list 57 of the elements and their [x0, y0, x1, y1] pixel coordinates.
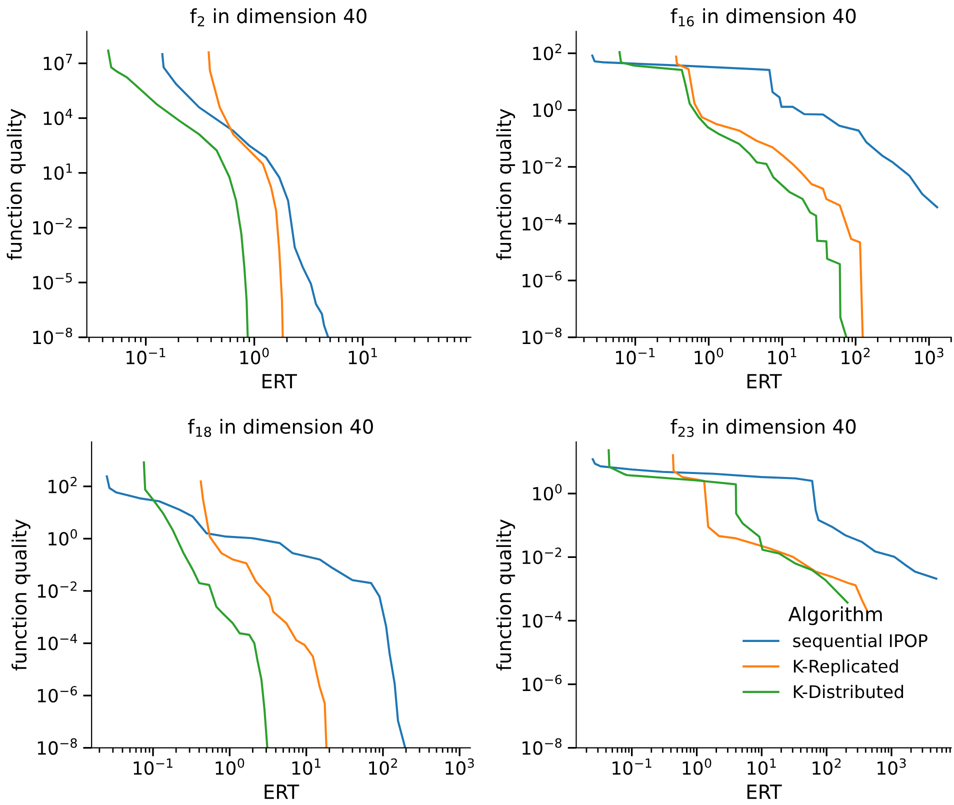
chart-title: f$_{18}$ in dimension 40: [188, 418, 373, 437]
x-axis-title: ERT: [264, 784, 300, 799]
y-tick-label: 10$^{−4}$: [522, 611, 562, 628]
x-tick-label: 10$^{0}$: [682, 758, 712, 775]
x-tick-label: 10$^{−1}$: [612, 758, 652, 775]
y-tick-label: 10$^{−8}$: [522, 738, 562, 755]
y-tick-label: 10$^{−2}$: [38, 581, 76, 598]
y-tick-label: 10$^{2}$: [533, 44, 562, 60]
x-tick-label: 10$^{1}$: [292, 758, 320, 775]
legend-title: Algorithm: [788, 606, 882, 626]
y-tick-label: 10$^{−8}$: [522, 328, 562, 344]
x-tick-label: 10$^{3}$: [446, 758, 474, 775]
y-axis-title: function quality: [12, 519, 30, 671]
y-tick-label: 10$^{−8}$: [33, 328, 72, 344]
y-tick-label: 10$^{−6}$: [38, 686, 77, 703]
y-axis-title: function quality: [6, 108, 26, 260]
legend-label: sequential IPOP: [793, 634, 928, 651]
y-tick-label: 10$^{−8}$: [38, 738, 77, 755]
y-tick-label: 10$^{−5}$: [33, 273, 72, 290]
x-tick-label: 10$^{2}$: [842, 348, 870, 364]
x-tick-label: 10$^{1}$: [348, 348, 377, 364]
y-tick-label: 10$^{−2}$: [522, 157, 562, 174]
x-tick-label: 10$^{1}$: [768, 348, 796, 364]
chart-title: f$_{16}$ in dimension 40: [670, 8, 856, 26]
chart-title: f$_{23}$ in dimension 40: [670, 418, 856, 437]
y-tick-label: 10$^{−2}$: [522, 548, 562, 564]
y-tick-label: 10$^{0}$: [533, 484, 562, 501]
y-tick-label: 10$^{0}$: [533, 100, 562, 118]
y-tick-label: 10$^{−6}$: [522, 674, 562, 692]
chart-title: f$_{2}$ in dimension 40: [190, 8, 366, 26]
x-tick-label: 10$^{1}$: [748, 758, 776, 775]
x-axis-title: ERT: [262, 374, 297, 388]
legend-label: K-Distributed: [794, 684, 904, 698]
legend-label: K-Replicated: [794, 659, 898, 676]
y-tick-label: 10$^{1}$: [44, 164, 72, 180]
y-tick-label: 10$^{−4}$: [522, 214, 562, 231]
x-axis-title: ERT: [747, 374, 782, 388]
x-axis-title: ERT: [747, 784, 782, 799]
x-tick-label: 10$^{2}$: [812, 758, 841, 775]
x-tick-label: 10$^{0}$: [694, 348, 724, 364]
y-axis-title: function quality: [496, 519, 516, 671]
y-tick-label: 10$^{2}$: [48, 476, 77, 494]
y-tick-label: 10$^{−4}$: [38, 634, 78, 650]
y-axis-title: function quality: [496, 108, 516, 260]
x-tick-label: 10$^{−1}$: [134, 758, 172, 775]
x-tick-label: 10$^{−1}$: [126, 348, 166, 364]
x-tick-label: 10$^{0}$: [216, 758, 244, 775]
y-tick-label: 10$^{−2}$: [33, 218, 72, 235]
y-tick-label: 10$^{−6}$: [522, 270, 562, 288]
x-tick-label: 10$^{2}$: [369, 758, 397, 775]
x-tick-label: 10$^{−1}$: [616, 348, 655, 364]
y-tick-label: 10$^{7}$: [44, 54, 72, 70]
y-tick-label: 10$^{0}$: [48, 529, 77, 546]
y-tick-label: 10$^{4}$: [44, 108, 72, 126]
x-tick-label: 10$^{3}$: [878, 758, 906, 775]
x-tick-label: 10$^{0}$: [240, 348, 269, 364]
x-tick-label: 10$^{3}$: [915, 348, 944, 364]
